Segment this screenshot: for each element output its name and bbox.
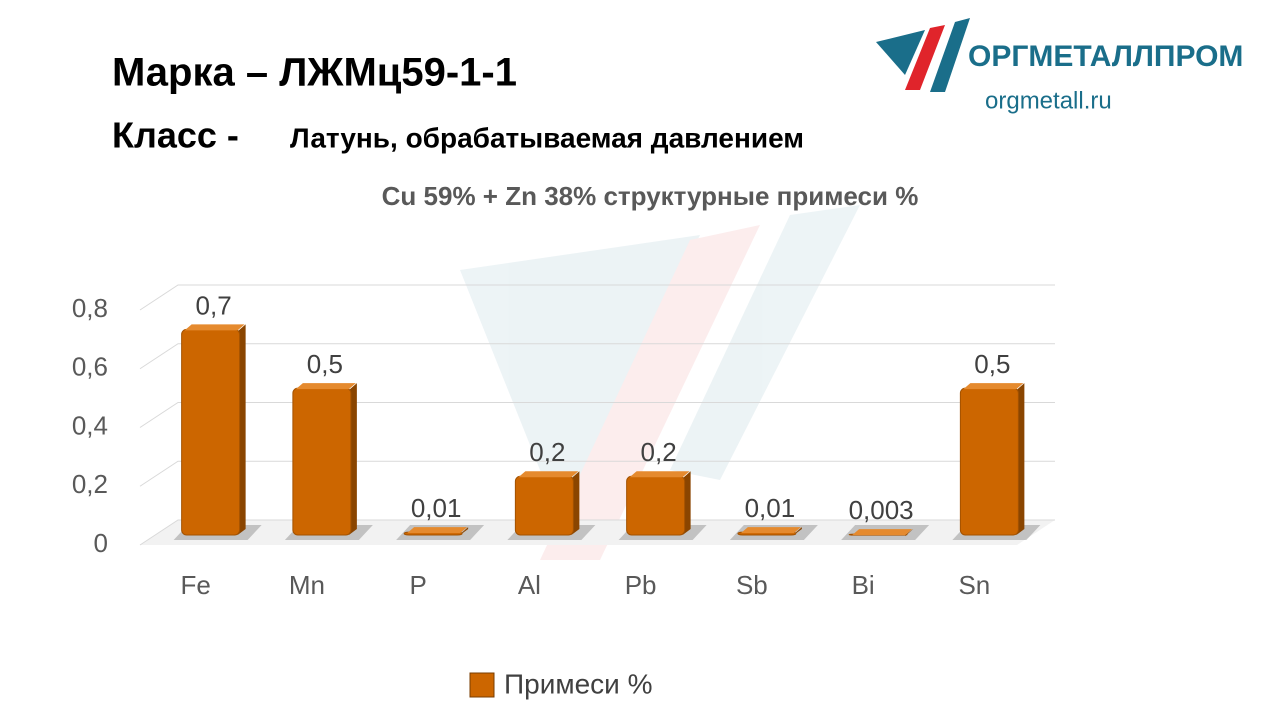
x-tick-label: Fe [180, 570, 210, 600]
watermark-shape [670, 205, 860, 480]
chart-title: Cu 59% + Zn 38% структурные примеси % [382, 181, 919, 211]
bar-top [629, 471, 690, 478]
watermark-shape [460, 235, 700, 520]
bar-top [407, 527, 468, 534]
y-tick-label: 0,2 [72, 469, 108, 499]
logo-shape [876, 30, 925, 75]
data-label: 0,7 [196, 290, 232, 320]
x-tick-label: Bi [852, 570, 875, 600]
y-tick-label: 0,4 [72, 410, 108, 440]
data-label: 0,003 [849, 495, 914, 525]
x-tick-label: Sn [958, 570, 990, 600]
grid-line [139, 402, 1055, 428]
bar [514, 475, 574, 536]
x-tick-label: Pb [625, 570, 657, 600]
logo: ОРГМЕТАЛЛПРОМ orgmetall.ru [876, 18, 1243, 114]
legend-label: Примеси % [504, 668, 652, 699]
x-tick-label: Mn [289, 570, 325, 600]
grid-line [139, 519, 1055, 546]
grid-line [139, 460, 1055, 487]
x-tick-label: Al [518, 570, 541, 600]
bar [181, 328, 241, 536]
data-label: 0,2 [641, 437, 677, 467]
x-tick-label: Sb [736, 570, 768, 600]
logo-site: orgmetall.ru [985, 87, 1112, 114]
data-label: 0,2 [529, 437, 565, 467]
class-label: Класс - [112, 115, 239, 156]
data-label: 0,5 [974, 349, 1010, 379]
legend-swatch [469, 672, 495, 698]
bar-top [184, 324, 245, 331]
bar-top [518, 471, 579, 478]
logo-name: ОРГМЕТАЛЛПРОМ [968, 40, 1243, 73]
x-tick-label: P [409, 570, 426, 600]
bar-top [740, 527, 801, 534]
y-tick-label: 0 [94, 528, 108, 558]
data-label: 0,01 [745, 493, 796, 523]
bar [959, 387, 1019, 536]
bar-top [852, 529, 913, 536]
grade-title: Марка – ЛЖМц59-1-1 [112, 51, 517, 95]
data-label: 0,01 [411, 493, 462, 523]
logo-shape [930, 18, 970, 92]
grid-line [139, 343, 1055, 370]
y-tick-label: 0,8 [72, 293, 108, 323]
y-tick-label: 0,6 [72, 352, 108, 382]
bar-top [963, 383, 1024, 390]
floor [140, 520, 1055, 545]
bar [626, 475, 686, 536]
bar-top [295, 383, 356, 390]
logo-shape [905, 25, 945, 90]
watermark-shape [540, 225, 760, 560]
watermark [460, 205, 860, 560]
data-label: 0,5 [307, 349, 343, 379]
class-value: Латунь, обрабатываемая давлением [290, 122, 804, 153]
grid-line [139, 284, 1055, 311]
bar [292, 387, 352, 536]
